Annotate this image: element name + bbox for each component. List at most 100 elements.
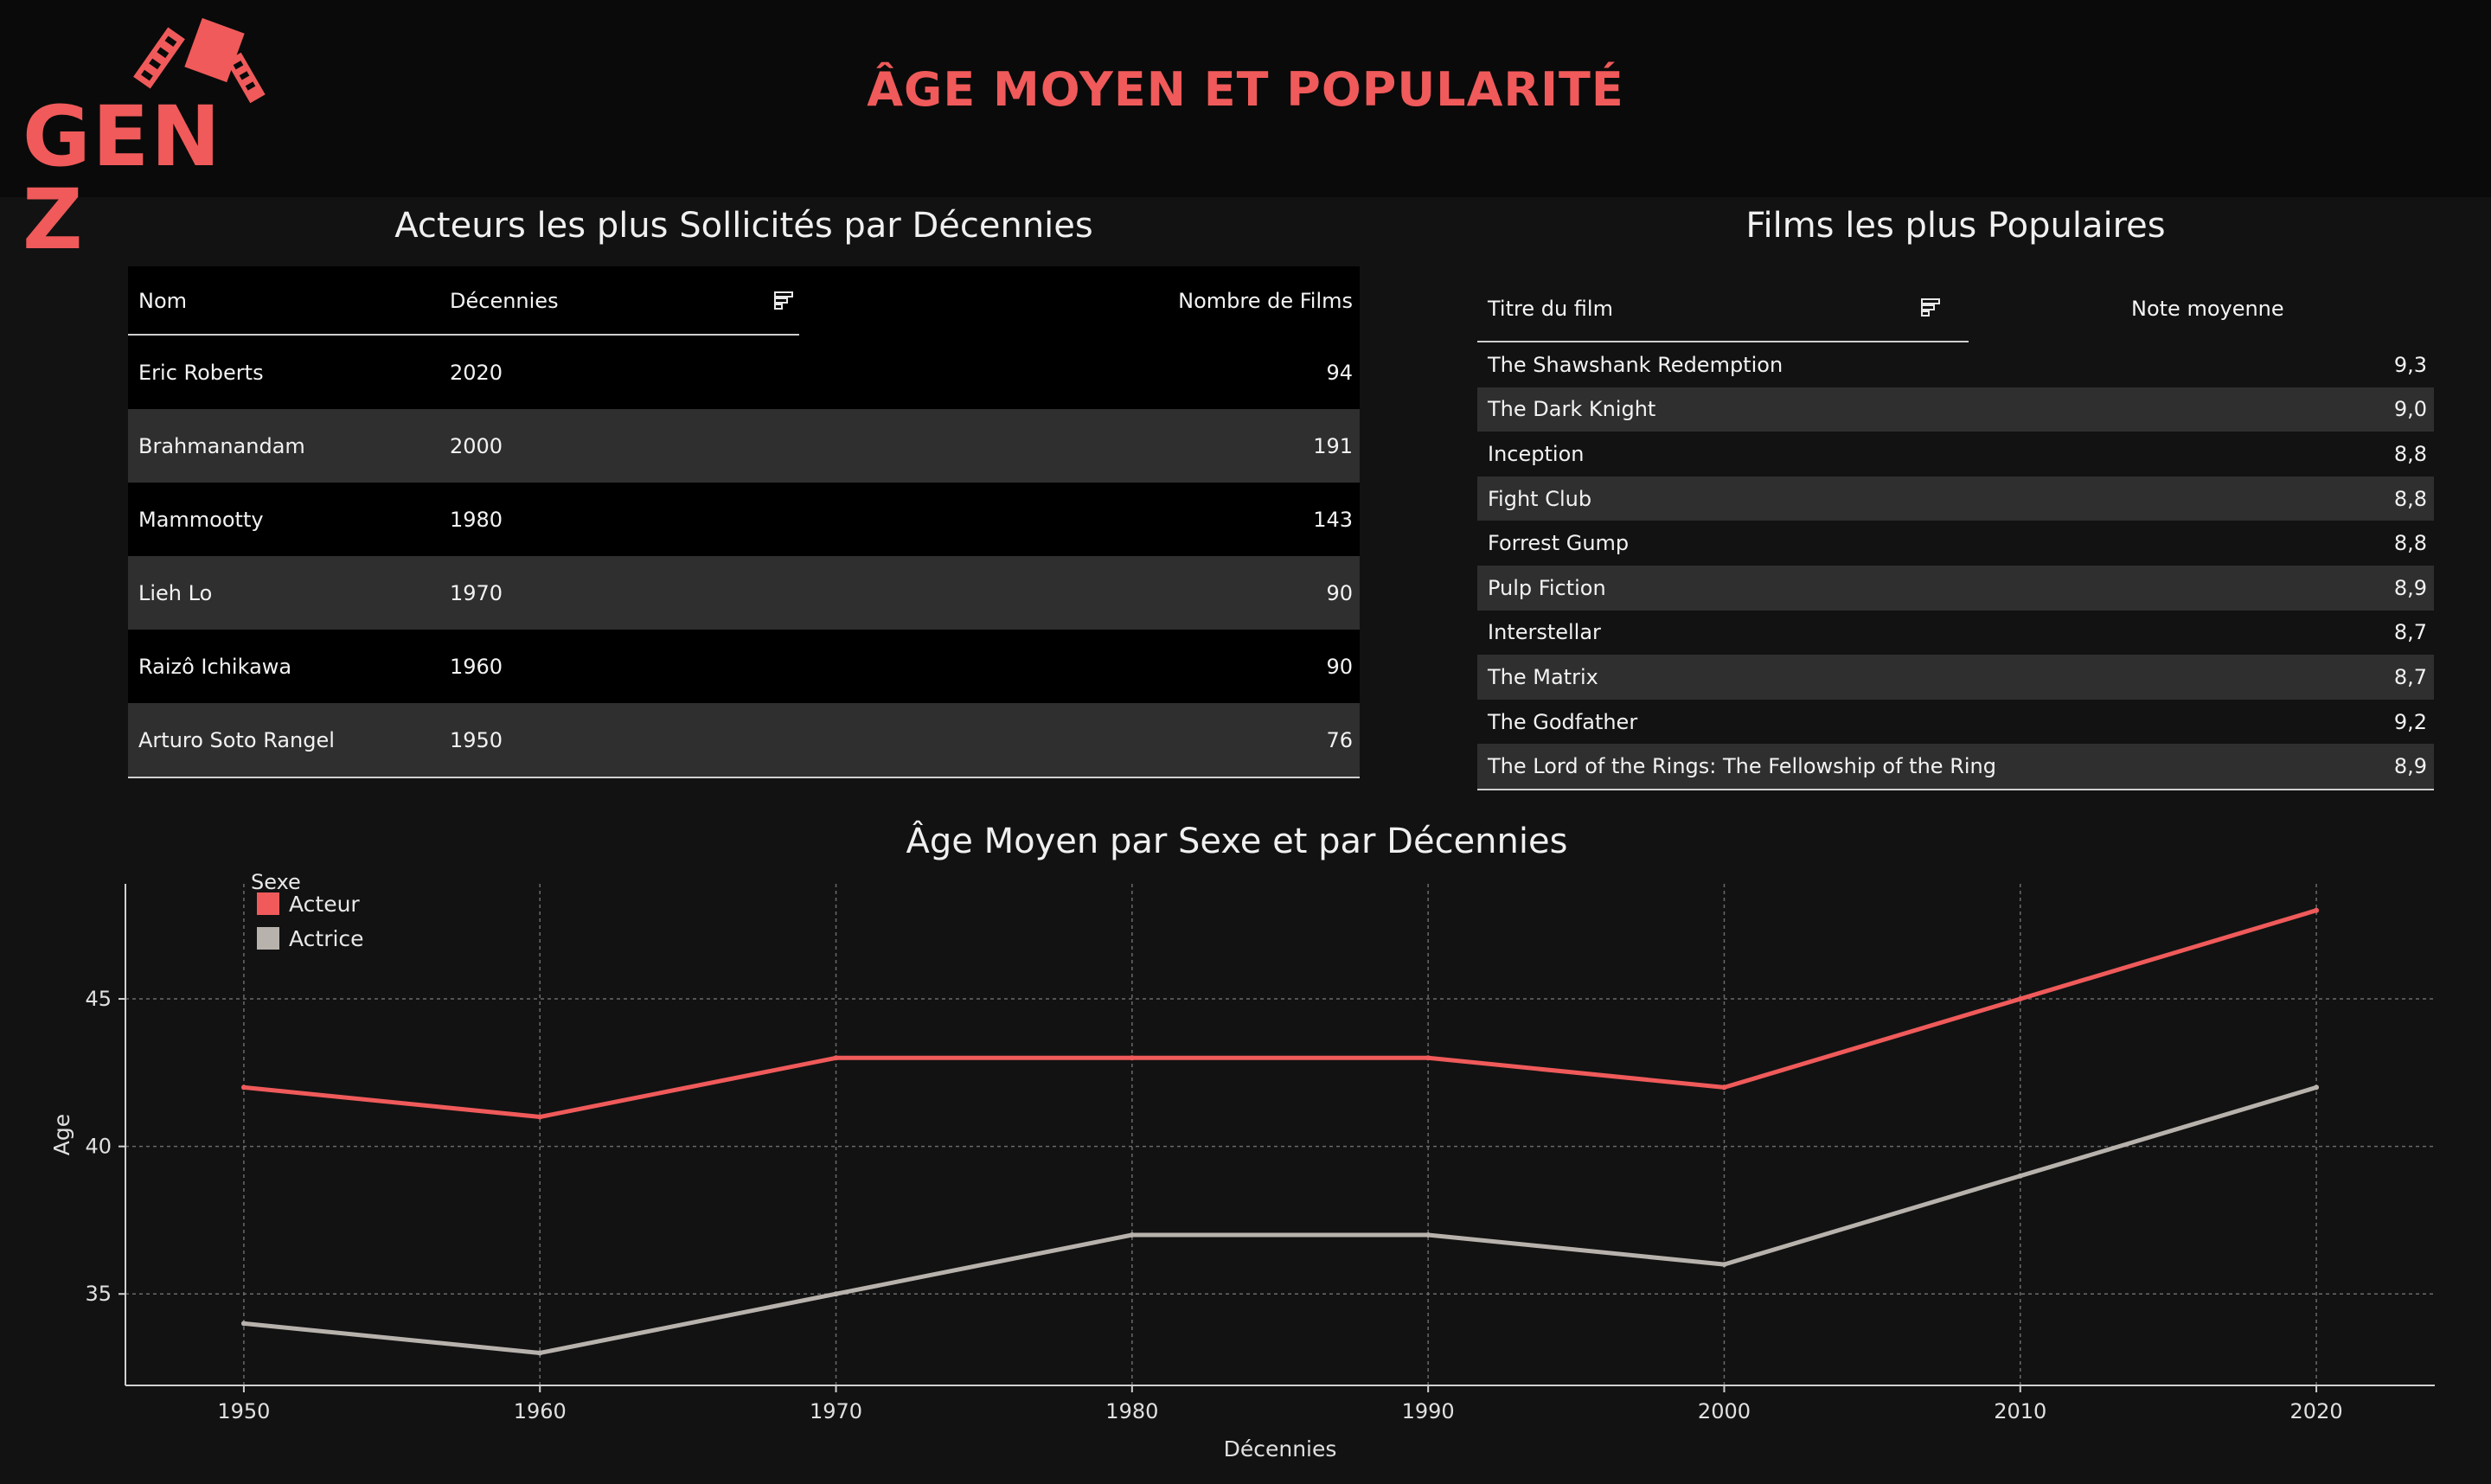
data-point-acteur (1425, 1055, 1431, 1061)
series-line-acteur (241, 908, 2319, 1120)
film-title: Inception (1488, 441, 1585, 466)
table-row[interactable]: Forrest Gump 8,8 (1477, 521, 2434, 566)
y-tick-label: 35 (85, 1282, 112, 1306)
logo-text: GEN Z (22, 88, 222, 268)
table-row[interactable]: The Shawshank Redemption 9,3 (1477, 342, 2434, 387)
actor-film-count: 191 (1313, 433, 1353, 458)
actor-decade: 1970 (450, 580, 503, 605)
actors-table-header: Nom Décennies Nombre de Films (128, 266, 1360, 336)
series-line-actrice (241, 1084, 2319, 1355)
data-point-acteur (240, 1084, 247, 1091)
table-row[interactable]: The Matrix 8,7 (1477, 655, 2434, 700)
y-axis-label: Age (49, 1114, 74, 1155)
table-row[interactable]: Raizô Ichikawa 1960 90 (128, 630, 1360, 703)
table-row[interactable]: Inception 8,8 (1477, 432, 2434, 477)
film-title: Interstellar (1488, 620, 1601, 645)
page-title: ÂGE MOYEN ET POPULARITÉ (867, 62, 1624, 117)
x-axis-label: Décennies (1224, 1436, 1337, 1462)
actor-film-count: 90 (1326, 580, 1353, 605)
film-reel-icon (133, 17, 266, 104)
column-header-titre[interactable]: Titre du film (1488, 297, 1613, 321)
legend-swatch (257, 927, 279, 950)
x-tick-label: 1950 (217, 1399, 270, 1423)
table-row[interactable]: Eric Roberts 2020 94 (128, 336, 1360, 409)
data-point-actrice (833, 1291, 839, 1297)
data-point-actrice (240, 1321, 247, 1327)
table-row[interactable]: The Dark Knight 9,0 (1477, 387, 2434, 432)
actor-name: Eric Roberts (138, 360, 264, 385)
header-divider (1477, 341, 1969, 342)
x-tick-label: 2000 (1698, 1399, 1751, 1423)
film-title: The Lord of the Rings: The Fellowship of… (1488, 754, 1996, 779)
column-header-nombre-films[interactable]: Nombre de Films (1178, 289, 1353, 313)
actor-film-count: 90 (1326, 654, 1353, 679)
film-title: Pulp Fiction (1488, 575, 1606, 600)
film-rating: 8,8 (2393, 486, 2427, 511)
table-row[interactable]: Brahmanandam 2000 191 (128, 409, 1360, 483)
x-tick-label: 1970 (810, 1399, 862, 1423)
film-rating: 8,8 (2393, 441, 2427, 466)
data-point-acteur (537, 1114, 543, 1120)
film-rating: 8,9 (2393, 575, 2427, 600)
actor-name: Brahmanandam (138, 433, 305, 458)
sort-icon[interactable] (1920, 297, 1941, 318)
film-title: The Dark Knight (1488, 397, 1656, 422)
header-divider (128, 334, 799, 336)
column-header-nom[interactable]: Nom (138, 289, 188, 313)
table-row[interactable]: The Lord of the Rings: The Fellowship of… (1477, 744, 2434, 789)
film-title: The Shawshank Redemption (1488, 352, 1783, 377)
film-title: The Matrix (1488, 664, 1598, 689)
table-row[interactable]: Pulp Fiction 8,9 (1477, 565, 2434, 611)
actor-film-count: 94 (1326, 360, 1353, 385)
actor-film-count: 76 (1326, 727, 1353, 752)
actor-decade: 1980 (450, 507, 503, 532)
actor-decade: 2000 (450, 433, 503, 458)
actors-table: Nom Décennies Nombre de Films Eric Rober… (128, 266, 1360, 778)
table-bottom-border (1477, 788, 2434, 790)
data-point-acteur (1721, 1084, 1727, 1091)
films-table-title: Films les plus Populaires (1745, 206, 2166, 246)
chart-series (240, 907, 2320, 1356)
data-point-acteur (2017, 996, 2023, 1002)
table-row[interactable]: Arturo Soto Rangel 1950 76 (128, 703, 1360, 777)
actor-film-count: 143 (1313, 507, 1353, 532)
film-title: The Godfather (1488, 709, 1638, 734)
logo: GEN Z (19, 16, 304, 261)
table-row[interactable]: Interstellar 8,7 (1477, 611, 2434, 656)
y-tick-label: 40 (85, 1135, 112, 1159)
data-point-actrice (1129, 1232, 1135, 1238)
data-point-actrice (537, 1350, 543, 1356)
line-chart: 1950 1960 1970 1980 1990 2000 2010 2020 35 40 45 Dé… (49, 870, 2435, 1462)
data-point-acteur (2314, 907, 2320, 913)
table-row[interactable]: Mammootty 1980 143 (128, 483, 1360, 556)
actors-table-title: Acteurs les plus Sollicités par Décennie… (394, 206, 1093, 246)
x-tick-label: 1980 (1105, 1399, 1158, 1423)
data-point-actrice (1721, 1262, 1727, 1268)
sort-icon[interactable] (773, 291, 794, 311)
table-row[interactable]: Lieh Lo 1970 90 (128, 556, 1360, 630)
x-tick-label: 1990 (1402, 1399, 1455, 1423)
actor-decade: 2020 (450, 360, 503, 385)
legend-swatch (257, 892, 279, 915)
data-point-acteur (833, 1055, 839, 1061)
film-rating: 8,7 (2393, 620, 2427, 645)
column-header-decennies[interactable]: Décennies (450, 289, 559, 313)
film-rating: 8,7 (2393, 664, 2427, 689)
legend-label: Actrice (289, 926, 364, 951)
film-title: Forrest Gump (1488, 531, 1630, 556)
actor-name: Arturo Soto Rangel (138, 727, 335, 752)
film-rating: 9,2 (2393, 709, 2427, 734)
legend-title: Sexe (251, 870, 301, 894)
chart-axes: 1950 1960 1970 1980 1990 2000 2010 2020 35 40 45 Dé… (49, 884, 2435, 1462)
film-rating: 8,9 (2393, 754, 2427, 779)
column-header-note[interactable]: Note moyenne (2131, 297, 2284, 321)
actor-decade: 1960 (450, 654, 503, 679)
actor-name: Lieh Lo (138, 580, 213, 605)
header-bar: GEN Z ÂGE MOYEN ET POPULARITÉ (0, 0, 2491, 261)
table-row[interactable]: Fight Club 8,8 (1477, 476, 2434, 521)
chart-title: Âge Moyen par Sexe et par Décennies (906, 822, 1568, 861)
data-point-actrice (1425, 1232, 1431, 1238)
table-row[interactable]: The Godfather 9,2 (1477, 700, 2434, 745)
chart-grid (125, 884, 2435, 1385)
